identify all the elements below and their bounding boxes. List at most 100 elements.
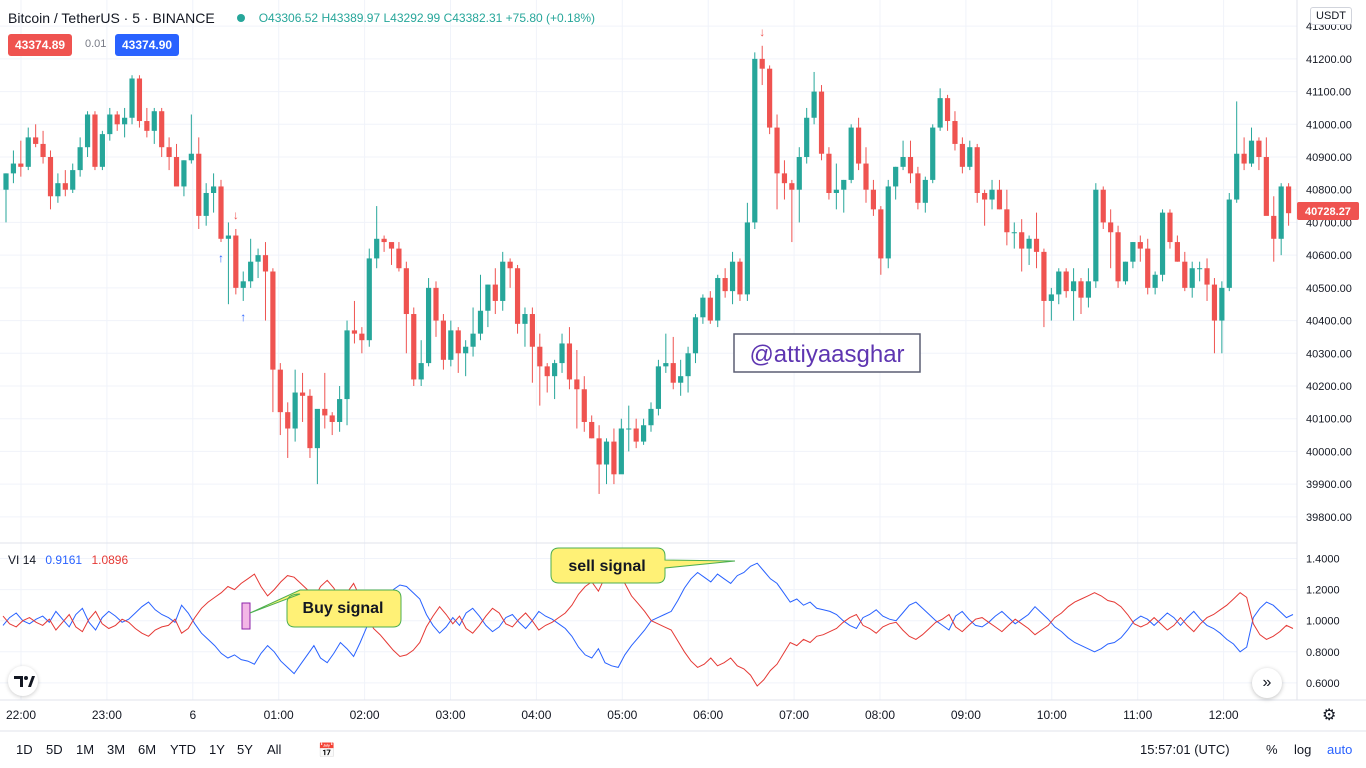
range-1d[interactable]: 1D — [16, 742, 33, 757]
candle-body — [700, 297, 706, 318]
price-tick-label: 40500.00 — [1306, 283, 1352, 295]
auto-toggle[interactable]: auto — [1327, 742, 1353, 757]
time-tick-label: 09:00 — [951, 708, 981, 722]
candle-body — [1026, 238, 1032, 249]
candle-body — [381, 238, 387, 243]
candle-body — [640, 425, 647, 442]
range-1m[interactable]: 1M — [76, 742, 95, 757]
candle-body — [737, 261, 743, 295]
candle-body — [826, 153, 832, 193]
candle-body — [1145, 248, 1151, 288]
candle-body — [744, 222, 750, 295]
time-tick-label: 04:00 — [521, 708, 551, 722]
range-5y[interactable]: 5Y — [237, 742, 253, 757]
candle-body — [789, 183, 795, 190]
candle-body — [514, 268, 521, 324]
candle-body — [1122, 261, 1129, 282]
candle-body — [396, 248, 402, 269]
price-tick-label: 40900.00 — [1306, 152, 1352, 164]
candle-body — [930, 127, 936, 180]
candle-body — [989, 189, 995, 200]
candle-body — [863, 163, 869, 190]
scroll-right-icon[interactable]: » — [1252, 668, 1282, 698]
candle-body — [277, 369, 283, 413]
candle-body — [129, 78, 135, 118]
price-tick-label: 41200.00 — [1306, 54, 1352, 66]
candle-body — [159, 111, 165, 148]
candle-body — [811, 91, 817, 118]
range-5d[interactable]: 5D — [46, 742, 63, 757]
price-tick-label: 41000.00 — [1306, 119, 1352, 131]
currency-button[interactable]: USDT — [1310, 7, 1352, 25]
candle-body — [337, 399, 343, 422]
date-range-icon[interactable]: 📅 — [318, 742, 336, 758]
close-value: C43382.31 — [443, 11, 503, 25]
candle-body — [47, 157, 54, 197]
candle-body — [248, 261, 254, 282]
candle-body — [485, 284, 491, 311]
candle-body — [144, 121, 150, 131]
time-tick-label: 23:00 — [92, 708, 122, 722]
candle-body — [1070, 281, 1077, 292]
candle-body — [552, 363, 558, 377]
candle-body — [1285, 186, 1292, 214]
candle-body — [996, 189, 1003, 210]
settings-gear-icon[interactable]: ⚙ — [1322, 707, 1337, 724]
time-tick-label: 07:00 — [779, 708, 809, 722]
log-toggle[interactable]: log — [1294, 742, 1312, 757]
buy-price-button[interactable]: 43374.90 — [115, 34, 180, 56]
clock-time[interactable]: 15:57:01 (UTC) — [1140, 742, 1230, 757]
percent-toggle[interactable]: % — [1266, 742, 1278, 757]
candle-body — [1152, 274, 1158, 288]
vi-line-minus — [2, 570, 1294, 687]
sell-arrow-icon: ↓ — [233, 208, 239, 222]
candle-body — [507, 261, 513, 269]
watermark-box — [733, 333, 921, 373]
price-tick-label: 40400.00 — [1306, 316, 1352, 328]
range-ytd[interactable]: YTD — [170, 742, 196, 757]
symbol-title[interactable]: Bitcoin / TetherUS · 5 · BINANCE — [8, 10, 215, 26]
candle-body — [307, 395, 313, 449]
candle-body — [1115, 232, 1121, 282]
candle-body — [1263, 157, 1269, 216]
sell-signal-callout: sell signal — [550, 547, 736, 584]
price-tick-label: 40800.00 — [1306, 185, 1352, 197]
range-all[interactable]: All — [267, 742, 282, 757]
tradingview-logo-icon[interactable] — [8, 666, 38, 696]
candle-body — [1226, 199, 1232, 288]
candle-body — [470, 333, 476, 347]
buy-signal-callout: Buy signal — [241, 589, 402, 630]
time-axis[interactable]: 22:00 23:00 6 01:00 02:00 03:00 04:00 05:00 06:0… — [6, 708, 1239, 722]
range-6m[interactable]: 6M — [138, 742, 157, 757]
range-3m[interactable]: 3M — [107, 742, 126, 757]
sell-price-button[interactable]: 43374.89 — [8, 34, 73, 56]
candle-body — [1189, 268, 1195, 288]
candle-body — [937, 98, 943, 128]
candle-body — [566, 343, 573, 380]
candle-body — [492, 284, 498, 301]
candle-body — [841, 179, 847, 190]
indicator-legend[interactable]: VI 14 0.9161 1.0896 — [8, 553, 128, 567]
sell-callout-bubble — [550, 547, 736, 584]
current-price-tag: 40728.27 — [1297, 202, 1359, 220]
candle-body — [1100, 189, 1106, 223]
candle-body — [3, 173, 9, 190]
candle-body — [388, 242, 395, 249]
candle-body — [314, 408, 320, 449]
candle-body — [581, 389, 587, 422]
legend-header[interactable]: Bitcoin / TetherUS · 5 · BINANCE O43306.… — [8, 9, 595, 27]
time-tick-label: 01:00 — [264, 708, 294, 722]
candle-body — [685, 353, 691, 377]
indicator-axis[interactable]: 0.6000 0.8000 1.0000 1.2000 1.4000 — [1306, 554, 1340, 690]
candle-body — [233, 235, 239, 288]
range-1y[interactable]: 1Y — [209, 742, 225, 757]
candlestick-series — [3, 45, 1292, 494]
time-tick-label: 06:00 — [693, 708, 723, 722]
watermark: @attiyaasghar — [733, 333, 921, 373]
time-tick-label: 11:00 — [1123, 708, 1152, 722]
candle-body — [440, 320, 447, 360]
candle-body — [99, 134, 105, 167]
indicator-tick-label: 1.0000 — [1306, 616, 1340, 628]
buy-callout-bubble — [249, 589, 402, 628]
